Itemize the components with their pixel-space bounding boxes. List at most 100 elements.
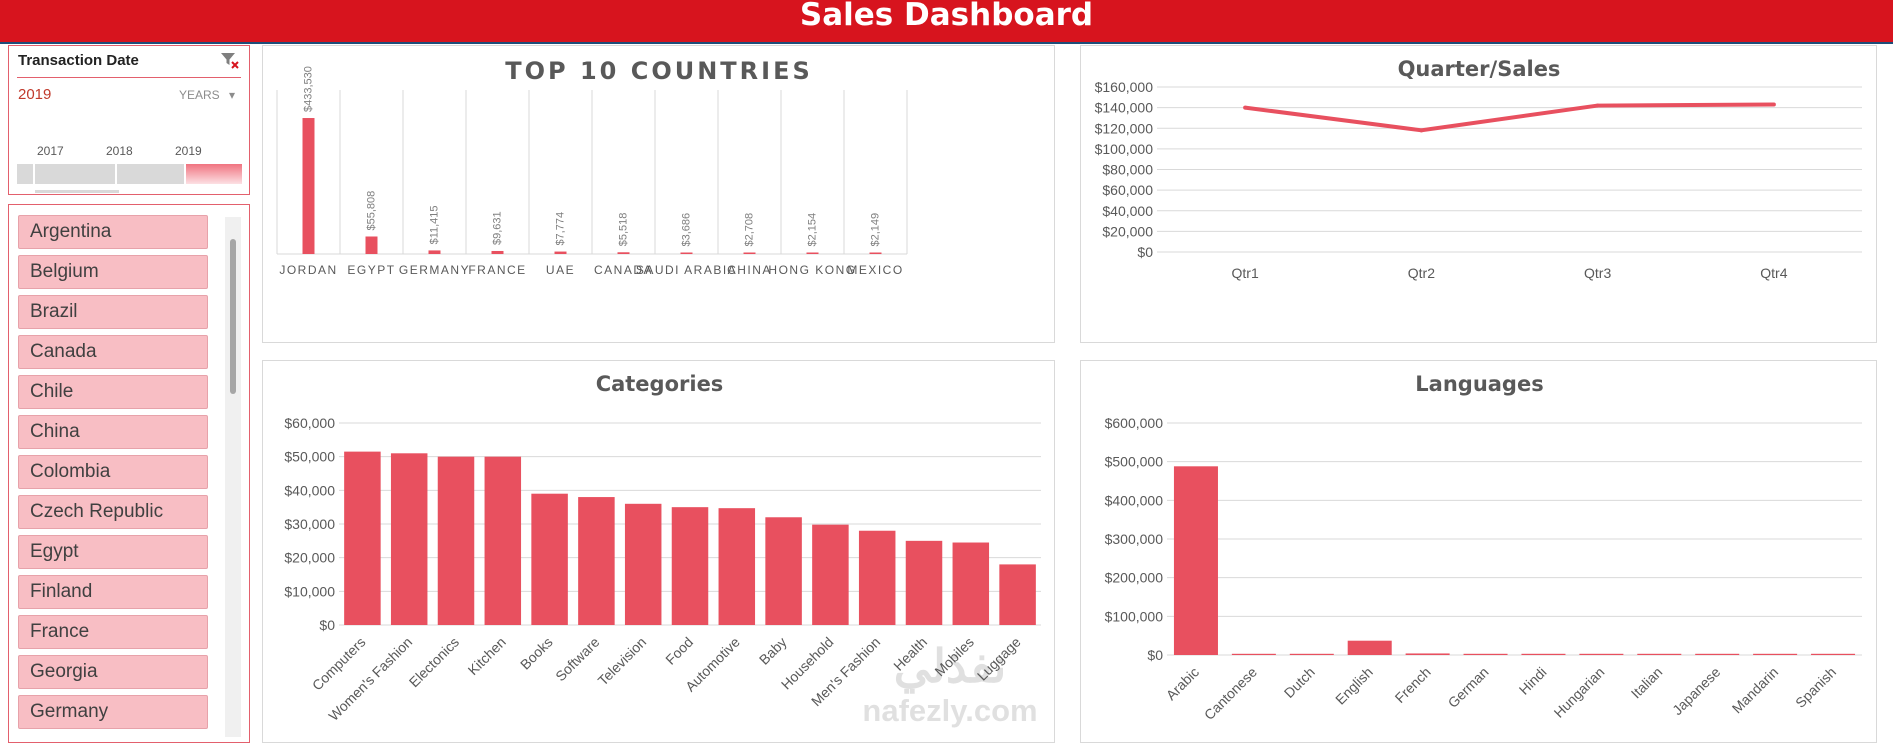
bar <box>1405 653 1450 655</box>
data-label: $433,530 <box>302 66 314 112</box>
bar <box>1811 653 1856 655</box>
x-tick-label: GERMANY <box>399 263 470 277</box>
country-item[interactable]: Finland <box>18 575 208 609</box>
x-tick-label: Arabic <box>1163 664 1202 703</box>
x-tick-label: Italian <box>1628 664 1666 702</box>
x-tick-label: English <box>1332 664 1376 708</box>
x-tick-label: Qtr1 <box>1232 265 1259 281</box>
country-item[interactable]: France <box>18 615 208 649</box>
bar <box>1637 653 1682 655</box>
country-slicer-scrollbar[interactable] <box>225 217 241 737</box>
x-tick-label: Qtr2 <box>1408 265 1435 281</box>
data-label: $2,154 <box>806 213 818 247</box>
y-tick-label: $100,000 <box>1095 141 1154 157</box>
data-label: $2,708 <box>743 213 755 247</box>
timeline-period[interactable] <box>17 164 33 184</box>
dashboard-title: Sales Dashboard <box>799 0 1094 33</box>
bar <box>624 503 662 625</box>
x-tick-label: Kitchen <box>465 634 509 678</box>
y-tick-label: $50,000 <box>284 449 335 465</box>
languages-svg: Languages $0 $100,000 $200,000 $300,000 $400,… <box>1105 372 1862 723</box>
x-tick-label: HONG KONG <box>768 263 856 277</box>
y-tick-label: $500,000 <box>1105 454 1164 470</box>
timeline-year-label: 2019 <box>175 144 202 158</box>
bar <box>718 508 756 625</box>
country-item[interactable]: Brazil <box>18 295 208 329</box>
data-point <box>1419 128 1424 133</box>
x-tick-label: Qtr3 <box>1584 265 1611 281</box>
x-tick-label: Dutch <box>1281 664 1318 701</box>
x-tick-label: MEXICO <box>847 263 903 277</box>
x-tick-label: Books <box>517 634 556 673</box>
bar <box>765 517 802 625</box>
x-tick-label: UAE <box>546 263 575 277</box>
x-tick-label: SAUDI ARABIA <box>636 263 737 277</box>
timeline-period-selected[interactable] <box>186 164 242 184</box>
data-point <box>1771 102 1776 107</box>
country-item[interactable]: China <box>18 415 208 449</box>
scrollbar-thumb[interactable] <box>230 239 236 394</box>
x-tick-label: Television <box>595 634 650 689</box>
bar <box>858 530 896 625</box>
categories-svg: Categories $0 $10,000 $20,000 $30,000 $40,000… <box>284 372 1041 724</box>
y-tick-label: $200,000 <box>1105 570 1164 586</box>
country-item[interactable]: Belgium <box>18 255 208 289</box>
x-tick-label: FRANCE <box>468 263 526 277</box>
bar <box>1579 653 1624 655</box>
series-line <box>1244 102 1774 133</box>
bar <box>617 252 630 254</box>
y-tick-label: $40,000 <box>1102 203 1153 219</box>
bar <box>437 456 475 625</box>
timeline-scrollbar[interactable] <box>35 190 119 193</box>
bar <box>390 453 428 625</box>
bar <box>1695 653 1740 655</box>
timeline-level-dropdown[interactable]: YEARS ▾ <box>179 88 235 102</box>
timeline-period[interactable] <box>35 164 115 184</box>
y-tick-label: $20,000 <box>284 550 335 566</box>
timeline-header: Transaction Date <box>18 52 139 69</box>
timeline-level-label: YEARS <box>178 88 220 102</box>
transaction-date-timeline[interactable]: Transaction Date 2019 YEARS ▾ 2017 2018 … <box>8 45 250 195</box>
x-tick-label: CHINA <box>727 263 772 277</box>
x-tick-label: Women's Fashion <box>325 634 415 724</box>
clear-filter-icon[interactable] <box>219 50 239 70</box>
chart-title: Quarter/Sales <box>1398 57 1561 81</box>
bar <box>1347 640 1392 655</box>
country-item[interactable]: Czech Republic <box>18 495 208 529</box>
y-tick-label: $60,000 <box>284 415 335 431</box>
country-item[interactable]: Georgia <box>18 655 208 689</box>
timeline-period[interactable] <box>117 164 184 184</box>
country-item[interactable]: Argentina <box>18 215 208 249</box>
country-item[interactable]: Canada <box>18 335 208 369</box>
country-item[interactable]: Egypt <box>18 535 208 569</box>
y-tick-label: $140,000 <box>1095 100 1154 116</box>
bar <box>1463 653 1508 655</box>
bar <box>869 252 882 254</box>
y-tick-label: $80,000 <box>1102 162 1153 178</box>
data-label: $5,518 <box>617 213 629 247</box>
x-tick-label: Spanish <box>1792 664 1839 711</box>
bar <box>531 493 568 625</box>
top10-countries-chart[interactable]: TOP 10 COUNTRIES $433,530 JORDAN $55,808 EGY… <box>262 45 1055 343</box>
y-tick-label: $100,000 <box>1105 608 1164 624</box>
country-item[interactable]: Colombia <box>18 455 208 489</box>
chart-title: Languages <box>1415 372 1543 396</box>
categories-chart[interactable]: Categories $0 $10,000 $20,000 $30,000 $40,000… <box>262 360 1055 743</box>
languages-chart[interactable]: Languages $0 $100,000 $200,000 $300,000 $400,… <box>1080 360 1877 743</box>
y-tick-label: $0 <box>319 617 335 633</box>
bar <box>806 252 819 254</box>
x-tick-label: Qtr4 <box>1760 265 1787 281</box>
country-item[interactable]: Chile <box>18 375 208 409</box>
country-item[interactable]: Germany <box>18 695 208 729</box>
quarter-sales-chart[interactable]: Quarter/Sales $0 $20,000 $40,000 $60,000 $80,… <box>1080 45 1877 343</box>
x-tick-label: Food <box>662 634 696 668</box>
timeline-year-label: 2017 <box>37 144 64 158</box>
data-label: $7,774 <box>554 212 566 246</box>
bar <box>905 540 943 625</box>
y-tick-label: $60,000 <box>1102 182 1153 198</box>
y-tick-label: $160,000 <box>1095 79 1154 95</box>
data-label: $11,415 <box>428 205 440 244</box>
y-tick-label: $10,000 <box>284 583 335 599</box>
bar <box>302 118 315 254</box>
bar <box>952 542 990 625</box>
